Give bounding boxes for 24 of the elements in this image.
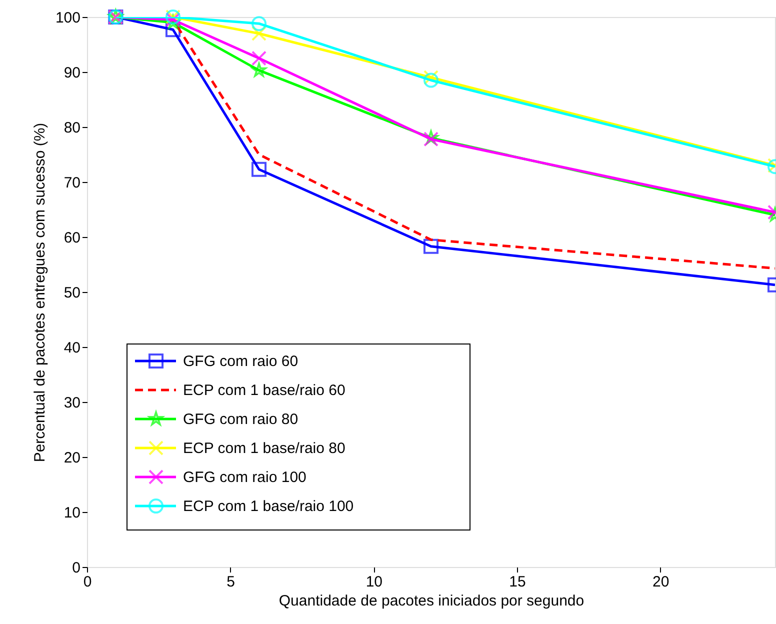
y-tick-label: 100 (55, 10, 80, 26)
x-tick-label: 5 (226, 574, 236, 590)
y-tick-label: 60 (64, 230, 80, 246)
x-tick-label: 15 (509, 574, 526, 590)
y-tick-label: 10 (64, 504, 80, 522)
y-tick-label: 30 (64, 394, 80, 412)
legend-label: ECP com 1 base/raio 60 (183, 382, 346, 399)
y-tick-label: 20 (64, 450, 80, 466)
legend-label: ECP com 1 base/raio 100 (183, 498, 354, 515)
legend-label: GFG com raio 100 (183, 469, 306, 486)
y-axis-title: Percentual de pacotes entregues com sucesso (%) (31, 122, 48, 462)
y-tick-label: 0 (72, 560, 80, 576)
legend-label: ECP com 1 base/raio 80 (183, 440, 346, 457)
y-tick-label: 70 (64, 174, 80, 192)
x-axis-title: Quantidade de pacotes iniciados por segundo (278, 592, 584, 610)
x-tick-label: 0 (83, 574, 92, 590)
y-tick-label: 50 (64, 284, 80, 302)
y-tick-label: 90 (64, 64, 80, 82)
y-tick-label: 40 (64, 340, 80, 356)
x-tick-label: 20 (652, 574, 670, 590)
y-tick-label: 80 (64, 120, 80, 136)
x-tick-label: 10 (366, 574, 383, 590)
legend-label: GFG com raio 80 (183, 411, 298, 428)
legend-label: GFG com raio 60 (183, 353, 298, 370)
